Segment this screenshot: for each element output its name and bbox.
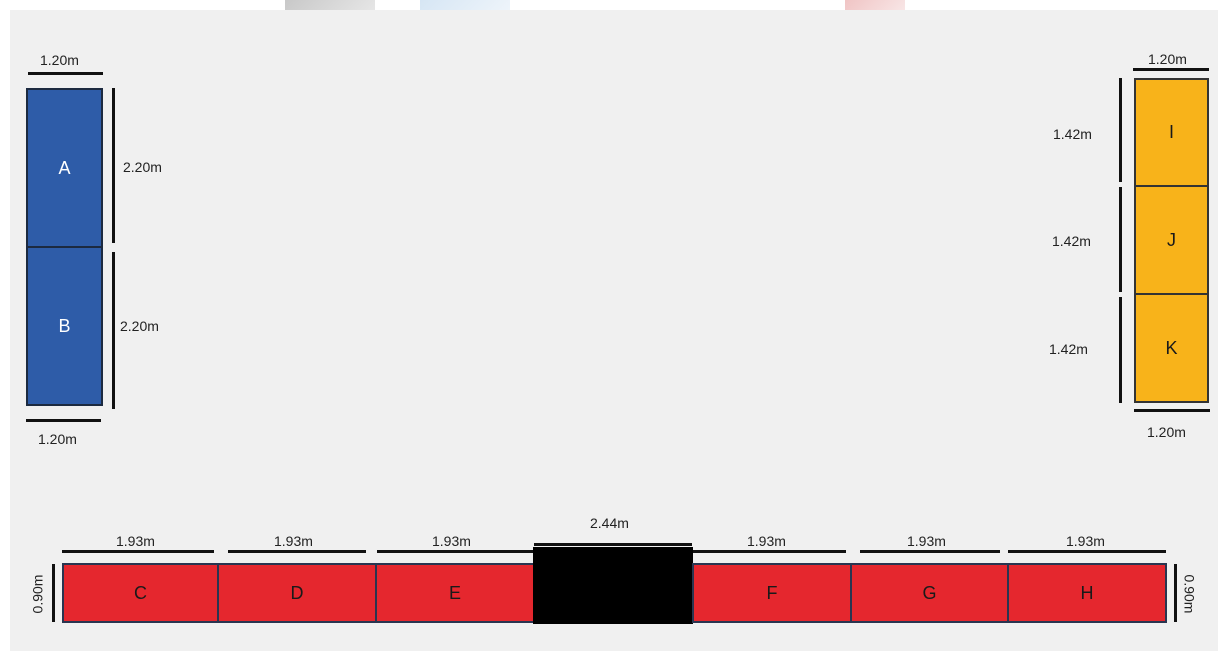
block-j-height-line	[1119, 187, 1122, 292]
center-width-line	[534, 543, 692, 546]
block-i-height-line	[1119, 78, 1122, 182]
block-h-label: H	[1080, 582, 1094, 603]
block-a-height-line	[112, 88, 115, 243]
left-top-width-line	[28, 72, 103, 75]
right-bottom-width-label: 1.20m	[1147, 424, 1186, 440]
block-c-width-line	[62, 550, 214, 553]
block-a-height-label: 2.20m	[123, 159, 162, 175]
top-mark-gray	[285, 0, 375, 10]
block-g-label: G	[922, 582, 937, 603]
top-mark-red	[845, 0, 905, 10]
block-f-width-line	[692, 550, 846, 553]
block-h-width-line	[1008, 550, 1166, 553]
bottom-left-height-line	[52, 564, 55, 622]
block-b: B	[26, 246, 103, 406]
top-mark-blue	[420, 0, 510, 10]
left-top-width-label: 1.20m	[40, 52, 79, 68]
block-c-width-label: 1.93m	[116, 533, 155, 549]
block-j: J	[1134, 185, 1209, 295]
left-bottom-width-label: 1.20m	[38, 431, 77, 447]
block-g-width-label: 1.93m	[907, 533, 946, 549]
right-top-width-label: 1.20m	[1148, 51, 1187, 67]
bottom-right-height-line	[1174, 564, 1177, 622]
block-f-label: F	[766, 582, 778, 603]
block-f-width-label: 1.93m	[747, 533, 786, 549]
block-i: I	[1134, 78, 1209, 187]
block-i-height-label: 1.42m	[1053, 126, 1092, 142]
bottom-left-height-label: 0.90m	[29, 574, 46, 614]
block-e-label: E	[448, 582, 461, 603]
block-h: H	[1007, 563, 1167, 623]
bottom-right-height-label: 0.90m	[1181, 574, 1198, 614]
block-d-width-label: 1.93m	[274, 533, 313, 549]
block-d: D	[217, 563, 377, 623]
block-e-width-line	[377, 550, 534, 553]
block-k-height-line	[1119, 297, 1122, 403]
block-a: A	[26, 88, 103, 248]
block-k-label: K	[1165, 337, 1178, 358]
block-g: G	[850, 563, 1009, 623]
block-d-label: D	[290, 582, 304, 603]
center-black-block	[533, 547, 693, 624]
block-c: C	[62, 563, 219, 623]
block-c-label: C	[134, 582, 147, 603]
block-e: E	[375, 563, 535, 623]
block-i-label: I	[1168, 122, 1174, 142]
block-f: F	[692, 563, 852, 623]
block-h-width-label: 1.93m	[1066, 533, 1105, 549]
right-top-width-line	[1133, 68, 1209, 71]
center-width-label: 2.44m	[590, 515, 629, 531]
block-a-label: A	[58, 157, 71, 178]
block-k-height-label: 1.42m	[1049, 341, 1088, 357]
block-b-height-line	[112, 252, 115, 409]
block-k: K	[1134, 293, 1209, 403]
left-bottom-width-line	[26, 419, 101, 422]
block-b-height-label: 2.20m	[120, 318, 159, 334]
block-j-label: J	[1167, 229, 1176, 250]
block-g-width-line	[860, 550, 1000, 553]
right-bottom-width-line	[1134, 409, 1210, 412]
block-d-width-line	[228, 550, 366, 553]
block-j-height-label: 1.42m	[1052, 233, 1091, 249]
block-b-label: B	[58, 315, 71, 336]
block-e-width-label: 1.93m	[432, 533, 471, 549]
